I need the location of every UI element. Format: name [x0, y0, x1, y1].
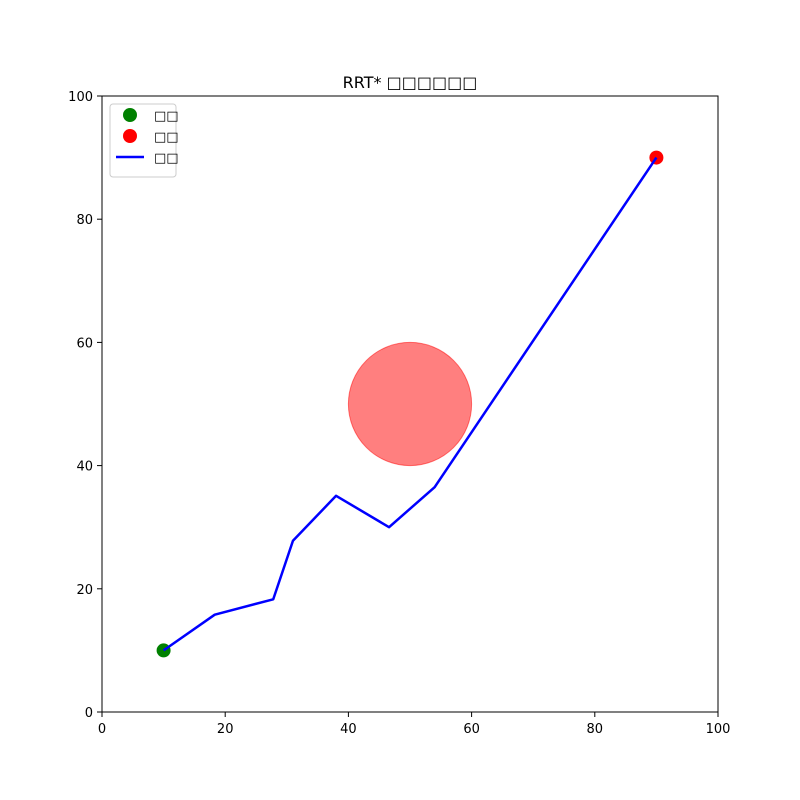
- legend-label: □□: [154, 130, 179, 145]
- legend-label: □□: [154, 109, 179, 124]
- plot-area: 0 20 40 60 80 100 0 20 40 60 80 100: [68, 90, 730, 737]
- x-tick-label: 60: [463, 722, 480, 737]
- x-tick-label: 20: [217, 722, 234, 737]
- y-tick-label: 0: [85, 706, 93, 721]
- legend-marker: [123, 108, 137, 122]
- legend-label: □□: [154, 151, 179, 166]
- chart-title: RRT* □□□□□□: [343, 73, 478, 92]
- legend: □□ □□ □□: [109, 103, 179, 178]
- legend-box: [109, 103, 177, 178]
- y-tick-label: 80: [76, 213, 93, 228]
- x-tick-label: 100: [706, 722, 731, 737]
- x-tick-label: 0: [98, 722, 106, 737]
- x-tick-label: 80: [587, 722, 604, 737]
- y-tick-label: 40: [76, 460, 93, 475]
- obstacle-circle: [347, 341, 473, 467]
- legend-marker: [123, 129, 137, 143]
- path-line: [162, 156, 658, 652]
- x-tick-label: 40: [340, 722, 357, 737]
- y-tick-label: 20: [76, 583, 93, 598]
- y-tick-label: 100: [68, 90, 93, 105]
- y-tick-label: 60: [76, 336, 93, 351]
- axes-frame: [101, 95, 719, 713]
